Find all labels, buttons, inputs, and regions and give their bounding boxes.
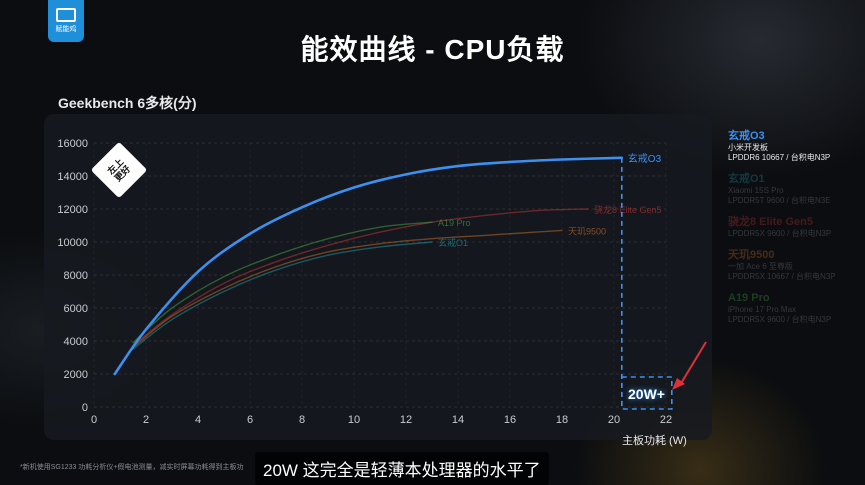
callout-arrowhead [672, 378, 685, 390]
x-tick-label: 4 [195, 414, 201, 426]
legend-item-detail: LPDDR5X 10667 / 台积电N3P [728, 272, 836, 281]
legend-item-detail: LPDDR5T 9600 / 台积电N3E [728, 196, 831, 205]
x-tick-label: 18 [556, 414, 568, 426]
x-axis-label: 主板功耗 (W) [622, 435, 687, 447]
x-tick-label: 0 [91, 414, 97, 426]
x-tick-label: 8 [299, 414, 305, 426]
legend-item: 天玑9500 一加 Ace 6 至尊版 LPDDR5X 10667 / 台积电N3P [728, 249, 863, 282]
legend-item-detail: 小米开发板 [728, 143, 768, 152]
series-line-玄戒O1 [132, 241, 433, 350]
y-tick-label: 4000 [64, 336, 88, 348]
power-callout: 20W+ [628, 386, 665, 402]
x-tick-label: 2 [143, 414, 149, 426]
legend-item-name: 玄戒O1 [728, 173, 765, 185]
callout-arrow [679, 341, 707, 386]
series-end-label: 玄戒O3 [628, 152, 662, 165]
x-tick-label: 6 [247, 414, 253, 426]
legend-item-detail: Xiaomi 15S Pro [728, 186, 784, 195]
chart-legend: 玄戒O3 小米开发板 LPDDR6 10667 / 台积电N3P 玄戒O1 Xiaomi… [728, 130, 863, 335]
legend-item-detail: LPDDR5X 9600 / 台积电N3P [728, 229, 832, 238]
power-marker-box [620, 376, 673, 410]
y-tick-label: 14000 [57, 171, 88, 183]
y-tick-label: 2000 [64, 369, 88, 381]
series-end-label: A19 Pro [438, 218, 471, 228]
legend-item: A19 Pro iPhone 17 Pro Max LPDDR5X 9600 / 台… [728, 292, 863, 325]
legend-item-detail: iPhone 17 Pro Max [728, 305, 797, 314]
chart-panel [44, 114, 712, 440]
legend-item-name: 玄戒O3 [728, 130, 765, 142]
y-tick-label: 16000 [57, 138, 88, 150]
badge-text: 左上更好 [105, 156, 133, 184]
page-title: 能效曲线 - CPU负载 [300, 34, 565, 65]
x-tick-label: 14 [452, 414, 464, 426]
legend-item-name: 天玑9500 [728, 249, 775, 261]
series-line-玄戒O3 [113, 156, 624, 376]
y-tick-label: 6000 [64, 303, 88, 315]
legend-item: 玄戒O3 小米开发板 LPDDR6 10667 / 台积电N3P [728, 130, 863, 163]
legend-item-name: 骁龙8 Elite Gen5 [728, 216, 813, 228]
x-tick-label: 12 [400, 414, 412, 426]
legend-item: 骁龙8 Elite Gen5 LPDDR5X 9600 / 台积电N3P [728, 216, 863, 239]
channel-logo: 赋能鸡 [48, 0, 84, 42]
series-line-骁龙8-Elite-Gen5 [132, 208, 589, 347]
x-tick-label: 16 [504, 414, 516, 426]
series-line-A19-Pro [132, 221, 433, 344]
x-tick-label: 10 [348, 414, 360, 426]
series-end-label: 玄戒O1 [438, 237, 468, 248]
y-tick-label: 10000 [57, 237, 88, 249]
x-tick-label: 22 [660, 414, 672, 426]
legend-item-detail: 一加 Ace 6 至尊版 [728, 262, 793, 271]
y-tick-label: 8000 [64, 270, 88, 282]
series-end-label: 天玑9500 [568, 226, 606, 236]
logo-icon [56, 8, 76, 22]
legend-item-detail: LPDDR6 10667 / 台积电N3P [728, 153, 831, 162]
legend-item: 玄戒O1 Xiaomi 15S Pro LPDDR5T 9600 / 台积电N3E [728, 173, 863, 206]
series-line-天玑9500 [132, 229, 563, 349]
y-tick-label: 0 [82, 402, 88, 414]
legend-item-detail: LPDDR5X 9600 / 台积电N3P [728, 315, 832, 324]
series-end-label: 骁龙8 Elite Gen5 [594, 204, 662, 215]
y-axis-label: Geekbench 6多核(分) [58, 95, 197, 111]
logo-text: 赋能鸡 [55, 26, 77, 33]
legend-item-name: A19 Pro [728, 292, 770, 304]
x-tick-label: 20 [608, 414, 620, 426]
footnote: *新机使用SG1233 功耗分析仪+假电池测量，减实时屏幕功耗得到主板功 [20, 464, 244, 471]
video-subtitle: 20W 这完全是轻薄本处理器的水平了 [255, 452, 549, 485]
y-tick-label: 12000 [57, 204, 88, 216]
